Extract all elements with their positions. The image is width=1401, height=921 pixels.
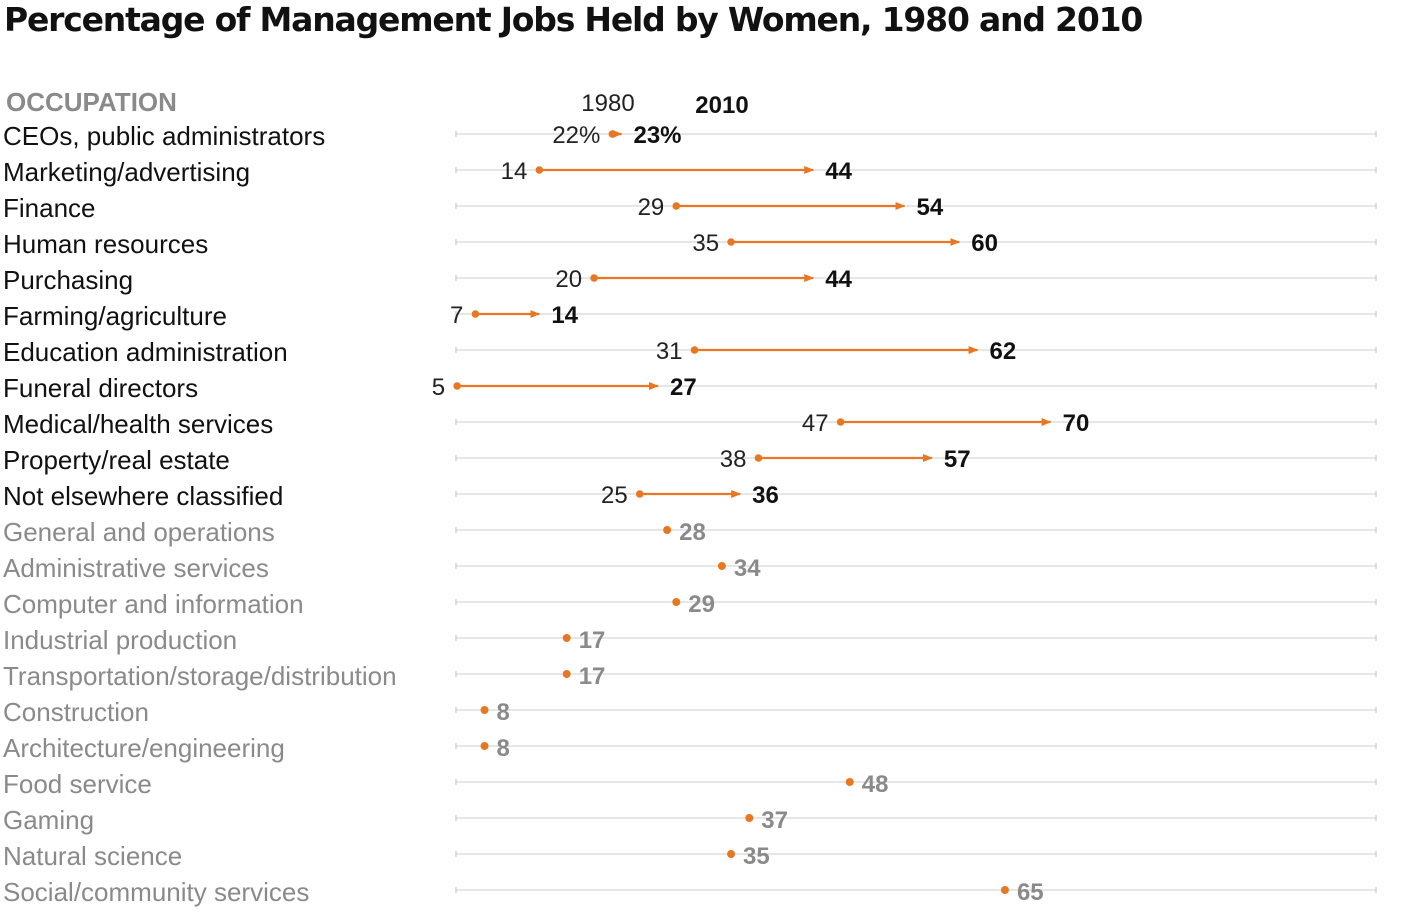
- value-2010-label: 37: [761, 807, 788, 834]
- occupation-label: Gaming: [3, 805, 94, 835]
- occupation-label: Construction: [3, 697, 149, 727]
- value-2010-label: 36: [752, 482, 779, 509]
- occupation-label: Finance: [3, 193, 96, 223]
- occupation-label: Marketing/advertising: [3, 157, 250, 187]
- point-2010: [562, 634, 571, 642]
- point-2010: [672, 598, 681, 606]
- value-2010-label: 29: [688, 591, 715, 618]
- occupation-label: Medical/health services: [3, 409, 273, 439]
- point-1980: [836, 418, 845, 426]
- occupation-label: Food service: [3, 769, 152, 799]
- occupation-label: CEOs, public administrators: [3, 121, 325, 151]
- point-1980: [453, 382, 461, 390]
- value-2010-label: 17: [579, 663, 606, 690]
- value-1980-label: 38: [720, 446, 747, 473]
- value-2010-label: 17: [579, 627, 606, 654]
- occupation-label: Property/real estate: [3, 445, 230, 475]
- point-2010: [745, 814, 754, 822]
- point-2010: [562, 670, 571, 678]
- value-2010-label: 8: [497, 735, 510, 762]
- value-2010-label: 35: [743, 843, 770, 870]
- occupation-label: Architecture/engineering: [3, 733, 285, 763]
- occupation-label: Farming/agriculture: [3, 301, 227, 331]
- value-1980-label: 7: [450, 302, 463, 329]
- point-1980: [635, 490, 644, 498]
- occupation-label: Funeral directors: [3, 373, 198, 403]
- value-1980-label: 22%: [552, 122, 600, 149]
- value-1980-label: 47: [802, 410, 829, 437]
- legend-2010: 2010: [695, 92, 748, 119]
- point-1980: [608, 130, 617, 138]
- value-2010-label: 14: [551, 302, 578, 329]
- point-2010: [717, 562, 726, 570]
- value-2010-label: 44: [825, 266, 852, 293]
- point-1980: [690, 346, 699, 354]
- point-1980: [727, 238, 735, 246]
- category-header: OCCUPATION: [6, 87, 177, 117]
- occupation-label: Purchasing: [3, 265, 133, 295]
- value-2010-label: 28: [679, 519, 706, 546]
- occupation-label: Computer and information: [3, 589, 304, 619]
- occupation-label: General and operations: [3, 517, 275, 547]
- legend-1980: 1980: [581, 90, 634, 117]
- value-2010-label: 34: [734, 555, 761, 582]
- value-2010-label: 57: [944, 446, 971, 473]
- occupation-label: Social/community services: [3, 877, 309, 907]
- value-1980-label: 35: [692, 230, 719, 257]
- value-1980-label: 20: [555, 266, 582, 293]
- occupation-label: Natural science: [3, 841, 182, 871]
- value-1980-label: 14: [501, 158, 528, 185]
- value-2010-label: 48: [862, 771, 889, 798]
- value-2010-label: 8: [497, 699, 510, 726]
- occupation-label: Not elsewhere classified: [3, 481, 283, 511]
- point-1980: [754, 454, 763, 462]
- value-1980-label: 5: [432, 374, 445, 401]
- point-1980: [535, 166, 544, 174]
- occupation-label: Administrative services: [3, 553, 269, 583]
- value-1980-label: 29: [638, 194, 665, 221]
- occupation-label: Industrial production: [3, 625, 237, 655]
- value-2010-label: 62: [990, 338, 1017, 365]
- value-2010-label: 60: [971, 230, 998, 257]
- occupation-label: Human resources: [3, 229, 208, 259]
- value-2010-label: 44: [825, 158, 852, 185]
- point-2010: [727, 850, 736, 858]
- value-2010-label: 70: [1063, 410, 1090, 437]
- point-1980: [590, 274, 598, 282]
- point-2010: [845, 778, 854, 786]
- point-2010: [663, 526, 672, 534]
- point-2010: [1000, 886, 1009, 894]
- value-2010-label: 23%: [633, 122, 681, 149]
- point-1980: [471, 310, 480, 318]
- chart-title: Percentage of Management Jobs Held by Wo…: [4, 0, 1143, 39]
- occupation-label: Education administration: [3, 337, 288, 367]
- point-1980: [672, 202, 681, 210]
- value-1980-label: 31: [656, 338, 683, 365]
- value-2010-label: 54: [917, 194, 944, 221]
- point-2010: [480, 706, 489, 714]
- value-1980-label: 25: [601, 482, 628, 509]
- occupation-label: Transportation/storage/distribution: [3, 661, 397, 691]
- point-2010: [480, 742, 489, 750]
- value-2010-label: 65: [1017, 879, 1044, 906]
- value-2010-label: 27: [670, 374, 697, 401]
